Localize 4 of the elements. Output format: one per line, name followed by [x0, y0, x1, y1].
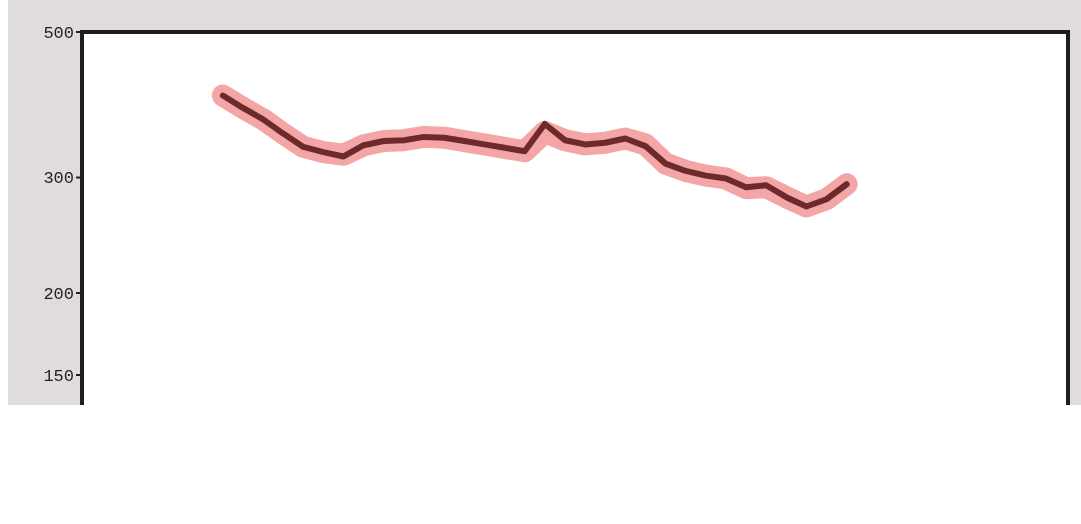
y-tick-label: 500: [43, 23, 74, 43]
y-tick-label: 200: [43, 284, 74, 304]
y-tick-label: 150: [43, 366, 74, 386]
y-tick-label: 300: [43, 169, 74, 189]
